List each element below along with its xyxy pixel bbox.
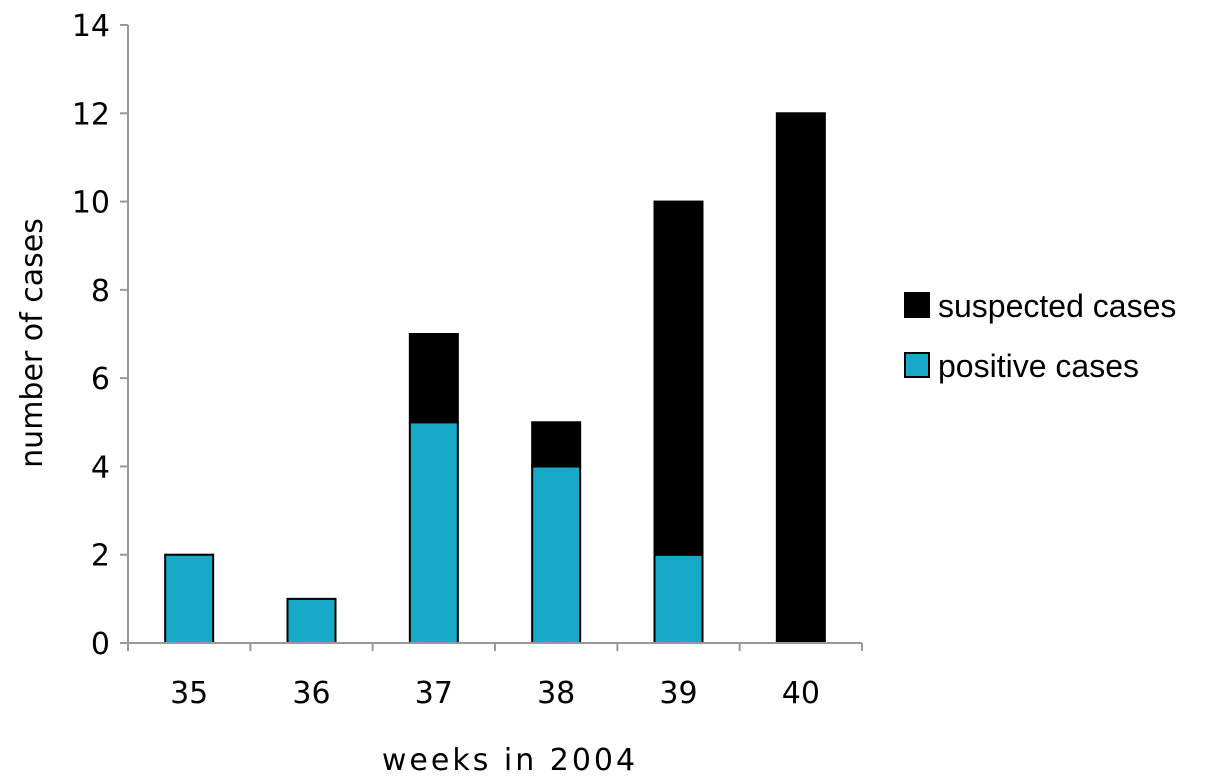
y-tick-label: 6 bbox=[91, 362, 110, 397]
bar-suspected-cases-39 bbox=[653, 200, 704, 556]
bar-suspected-cases-37 bbox=[408, 333, 459, 424]
bar-positive-cases-38 bbox=[531, 465, 582, 644]
legend-label-positive: positive cases bbox=[938, 348, 1139, 384]
x-tick-label: 39 bbox=[659, 676, 697, 711]
y-axis-title: number of cases bbox=[15, 218, 50, 468]
bar-positive-cases-39 bbox=[653, 553, 704, 645]
y-tick-label: 10 bbox=[72, 186, 110, 221]
bar-suspected-cases-40 bbox=[775, 112, 826, 645]
bar-positive-cases-35 bbox=[164, 553, 215, 645]
legend: suspected cases positive cases bbox=[904, 288, 1176, 384]
legend-swatch-suspected bbox=[904, 292, 930, 318]
bar-suspected-cases-38 bbox=[531, 421, 582, 468]
x-tick-label: 36 bbox=[292, 676, 330, 711]
y-tick-label: 8 bbox=[91, 274, 110, 309]
y-tick-label: 12 bbox=[72, 97, 110, 132]
x-tick-label: 35 bbox=[170, 676, 208, 711]
x-axis-title: weeks in 2004 bbox=[382, 743, 638, 778]
legend-swatch-positive bbox=[904, 352, 930, 378]
bar-positive-cases-36 bbox=[286, 597, 337, 644]
bars-layer bbox=[164, 112, 826, 645]
y-tick-label: 4 bbox=[91, 450, 110, 485]
x-tick-label: 40 bbox=[782, 676, 820, 711]
y-tick-label: 2 bbox=[91, 539, 110, 574]
legend-label-suspected: suspected cases bbox=[938, 288, 1176, 324]
axes-layer: 0 2 4 6 8 10 12 14 35 36 37 38 39 40 bbox=[72, 9, 863, 711]
y-tick-label: 0 bbox=[91, 627, 110, 662]
x-tick-label: 38 bbox=[537, 676, 575, 711]
x-tick-label: 37 bbox=[415, 676, 453, 711]
y-tick-label: 14 bbox=[72, 9, 110, 44]
bar-positive-cases-37 bbox=[408, 421, 459, 644]
